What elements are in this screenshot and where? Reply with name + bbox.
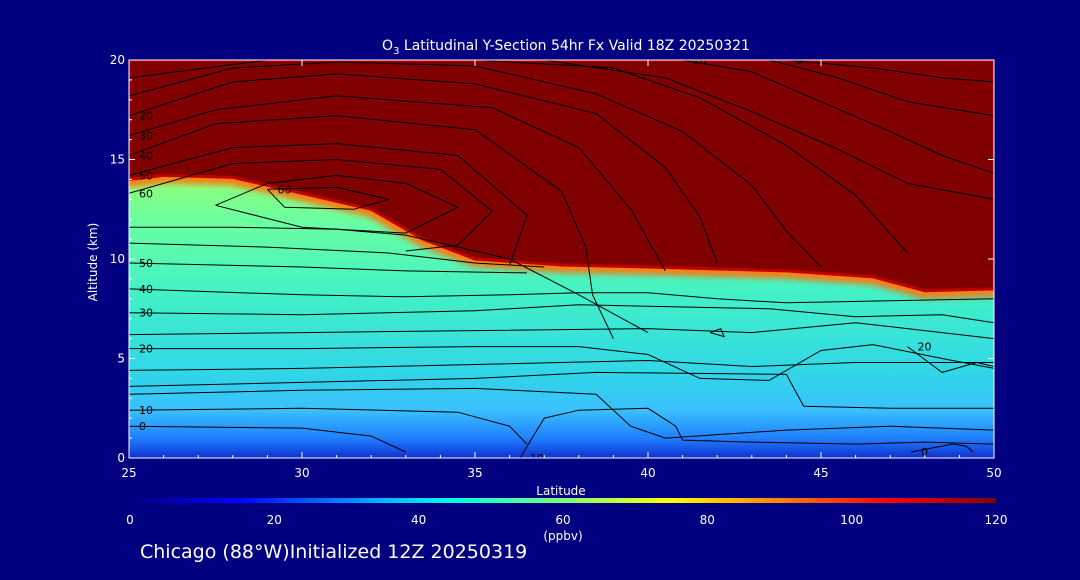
contour-line: [129, 322, 994, 340]
contour-line: [129, 158, 494, 252]
plot-area: 0 10 10 20 30 40 50 60 60 50 40 30 20 20 0 20 0: [129, 54, 994, 465]
contour-label: 0: [139, 420, 146, 433]
colorbar-tick-label: 120: [985, 513, 1008, 527]
x-tick-label: 45: [813, 466, 828, 480]
contour-label: 20: [139, 343, 153, 356]
contour-label: 10: [139, 404, 153, 417]
contour-line: [129, 387, 994, 439]
contour-label: 0: [921, 446, 928, 459]
contour-line: [129, 115, 614, 339]
heat-layer: [129, 60, 994, 298]
contour-line: [768, 60, 994, 117]
contour-line: [710, 327, 725, 338]
contour-line: [129, 143, 528, 266]
contour-line: [544, 60, 994, 200]
stratosphere-fill: [129, 60, 994, 293]
contour-label: 10: [530, 452, 544, 465]
contour-line: [910, 443, 974, 453]
contour-line: [129, 95, 666, 272]
contour-line: [129, 73, 718, 264]
low-ozone-surface-patch: [800, 436, 994, 458]
y-tick-label: 5: [117, 352, 125, 366]
contour-label: 40: [139, 150, 153, 163]
y-tick-label: 10: [110, 252, 125, 266]
y-axis: 0 5 10 15 20: [110, 53, 994, 465]
contour-line: [129, 288, 994, 304]
colorbar-ticks: 0 20 40 60 80 100 120: [126, 513, 1007, 527]
colorbar-tick-label: 80: [700, 513, 715, 527]
contour-line: [129, 344, 994, 381]
x-tick-label: 40: [640, 466, 655, 480]
contour-label: 50: [139, 169, 153, 182]
y-tick-label: 20: [110, 53, 125, 67]
contour-line: [907, 346, 994, 373]
contour-line: [129, 425, 407, 453]
colorbar-tick-label: 0: [126, 513, 134, 527]
contour-label: 50: [139, 257, 153, 270]
x-axis: 25 30 35 40 45 50: [121, 60, 1002, 480]
contour-line: [129, 242, 545, 268]
contour-line: [519, 407, 994, 458]
low-ozone-surface-patch: [560, 446, 740, 458]
colorbar: [130, 498, 996, 503]
contour-label: 40: [139, 283, 153, 296]
contour-line: [129, 359, 994, 371]
x-tick-label: 25: [121, 466, 136, 480]
x-axis-label: Latitude: [536, 484, 585, 498]
contour-line: [786, 60, 994, 83]
contour-label: 20: [139, 110, 153, 123]
contour-label: 60: [139, 187, 153, 200]
x-tick-label: 35: [467, 466, 482, 480]
contour-layer: 0 10 10 20 30 40 50 60 60 50 40 30 20 20 0 20 0: [129, 54, 994, 465]
contour-label: 20: [693, 54, 707, 67]
y-tick-label: 0: [117, 451, 125, 465]
x-tick-label: 30: [294, 466, 309, 480]
colorbar-tick-label: 100: [840, 513, 863, 527]
y-axis-label: Altitude (km): [86, 223, 100, 302]
contour-label: 30: [139, 130, 153, 143]
contour-label: 30: [139, 307, 153, 320]
colorbar-unit-label: (ppbv): [543, 529, 582, 543]
contour-label: 20: [918, 341, 932, 354]
contour-line: [129, 262, 527, 274]
contour-line: [129, 226, 649, 334]
footer-caption: Chicago (88°W)Initialized 12Z 20250319: [140, 541, 528, 563]
contour-label: 60: [277, 183, 291, 196]
contour-line: [267, 186, 391, 210]
contour-label: 0: [796, 54, 803, 67]
contour-line: [215, 174, 459, 234]
contour-line: [129, 407, 528, 445]
contour-line: [682, 60, 994, 174]
y-tick-label: 15: [110, 153, 125, 167]
colorbar-tick-label: 20: [267, 513, 282, 527]
chart-title: O3 Latitudinal Y-Section 54hr Fx Valid 1…: [382, 38, 750, 57]
contour-line: [129, 61, 822, 268]
x-tick-label: 50: [986, 466, 1001, 480]
colorbar-tick-label: 60: [555, 513, 570, 527]
contour-line: [129, 304, 994, 324]
contour-line: [129, 371, 994, 409]
colorbar-tick-label: 40: [411, 513, 426, 527]
contour-line: [129, 60, 908, 254]
